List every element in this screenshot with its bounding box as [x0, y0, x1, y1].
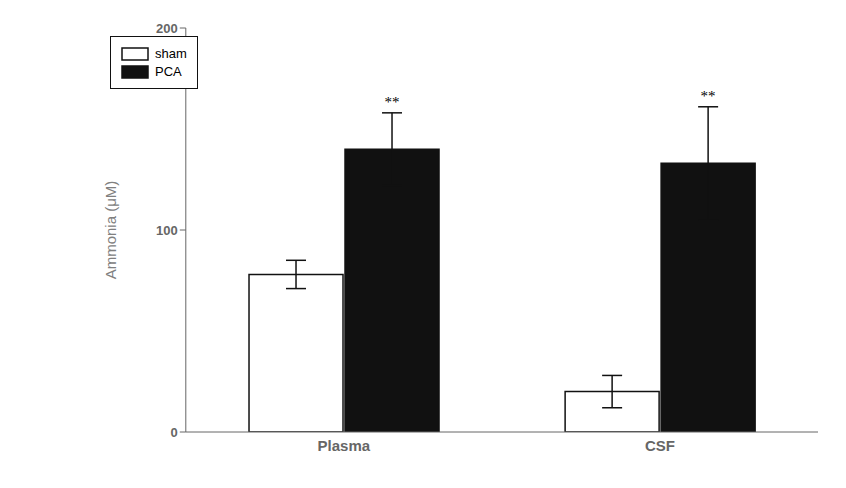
- svg-text:CSF: CSF: [645, 437, 675, 454]
- html-text:sham: sham: [155, 46, 187, 61]
- svg-text:**: **: [385, 94, 400, 110]
- html-text:PCA: PCA: [155, 64, 182, 79]
- svg-text:200: 200: [156, 21, 178, 36]
- svg-text:0: 0: [171, 425, 178, 440]
- svg-text:Plasma: Plasma: [318, 437, 371, 454]
- svg-text:**: **: [701, 88, 716, 104]
- svg-text:100: 100: [156, 223, 178, 238]
- svg-text:Ammonia (μM): Ammonia (μM): [102, 181, 119, 280]
